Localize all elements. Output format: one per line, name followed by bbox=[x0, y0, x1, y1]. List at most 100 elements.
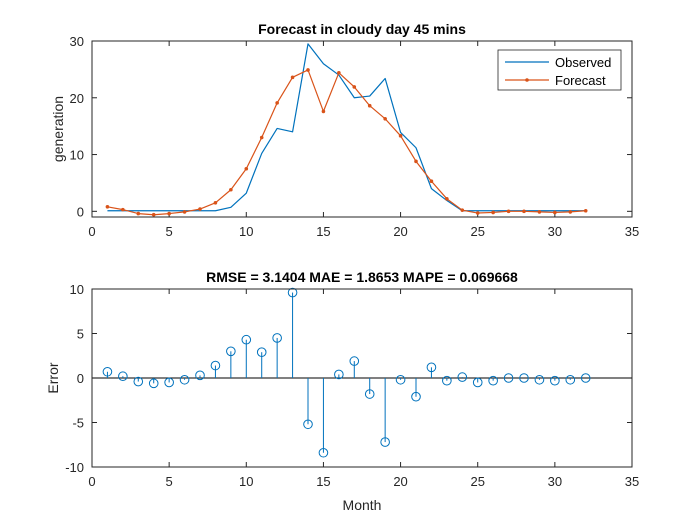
y-tick-label: 0 bbox=[77, 371, 84, 386]
x-tick-label: 25 bbox=[470, 474, 484, 489]
data-point-forecast bbox=[475, 211, 480, 215]
stem-marker bbox=[380, 437, 390, 447]
data-series bbox=[105, 43, 588, 217]
legend-label-observed: Observed bbox=[555, 55, 611, 70]
y-tick-label: -5 bbox=[72, 416, 84, 431]
x-tick-label: 10 bbox=[239, 224, 253, 239]
stem-marker bbox=[534, 374, 545, 385]
stem-marker bbox=[133, 376, 144, 387]
x-tick-label: 5 bbox=[166, 224, 173, 239]
data-point-forecast bbox=[383, 116, 387, 121]
y-axis-label: generation bbox=[50, 96, 66, 162]
x-tick-label: 0 bbox=[88, 474, 95, 489]
legend-box bbox=[497, 49, 622, 91]
x-tick-label: 5 bbox=[166, 474, 173, 489]
data-point-forecast bbox=[583, 208, 588, 213]
data-point-forecast bbox=[213, 201, 218, 205]
stem-marker bbox=[148, 378, 159, 389]
stem-marker bbox=[318, 447, 329, 458]
stem-marker bbox=[442, 375, 452, 386]
tick-labels: 0 5 10 15 20 25 30 35 0 10 20 30 bbox=[70, 34, 640, 239]
stem-marker bbox=[503, 373, 514, 383]
stem-marker bbox=[411, 391, 421, 402]
x-tick-label: 15 bbox=[316, 474, 330, 489]
data-point-forecast bbox=[167, 211, 171, 216]
stem-marker bbox=[457, 372, 468, 382]
stem-marker bbox=[426, 362, 437, 373]
stem-marker bbox=[241, 334, 252, 345]
x-tick-label: 0 bbox=[88, 224, 95, 239]
data-point-forecast bbox=[275, 101, 279, 105]
stem-marker bbox=[472, 377, 483, 388]
data-point-forecast bbox=[445, 197, 449, 201]
data-point-forecast bbox=[398, 134, 403, 138]
data-point-forecast bbox=[151, 212, 156, 217]
stem-marker bbox=[488, 375, 498, 386]
legend: Observed Forecast bbox=[497, 49, 622, 91]
forecast-line-chart: 0 5 10 15 20 25 30 35 0 10 20 30 Forecast in cloudy… bbox=[50, 21, 639, 239]
x-tick-label: 35 bbox=[625, 474, 639, 489]
data-point-forecast bbox=[367, 103, 372, 108]
data-point-forecast bbox=[568, 210, 573, 214]
data-point-forecast bbox=[491, 210, 495, 215]
data-point-forecast bbox=[506, 209, 511, 214]
stem-marker bbox=[334, 369, 344, 380]
y-tick-label: 0 bbox=[77, 204, 84, 219]
plot-frame bbox=[91, 40, 633, 218]
stem-marker bbox=[272, 333, 282, 343]
data-point-forecast bbox=[321, 109, 326, 114]
y-axis-label: Error bbox=[45, 362, 61, 393]
data-point-forecast bbox=[537, 210, 542, 214]
stem-marker bbox=[364, 389, 375, 399]
legend-marker-forecast bbox=[525, 78, 529, 82]
x-axis-label: Month bbox=[343, 497, 382, 513]
data-point-forecast bbox=[460, 208, 465, 212]
chart-title: Forecast in cloudy day 45 mins bbox=[258, 21, 466, 37]
x-tick-label: 15 bbox=[316, 224, 330, 239]
data-series bbox=[92, 287, 632, 458]
y-tick-label: 30 bbox=[70, 34, 84, 49]
stem-marker bbox=[195, 370, 205, 381]
chart-title: RMSE = 3.1404 MAE = 1.8653 MAPE = 0.0696… bbox=[206, 269, 518, 285]
x-tick-label: 10 bbox=[239, 474, 253, 489]
x-tick-label: 20 bbox=[393, 224, 407, 239]
data-point-forecast bbox=[290, 75, 295, 80]
legend-label-forecast: Forecast bbox=[555, 73, 606, 88]
data-point-forecast bbox=[198, 207, 202, 211]
stem-marker bbox=[565, 374, 576, 385]
x-tick-label: 30 bbox=[548, 224, 562, 239]
stem-marker bbox=[349, 356, 360, 366]
data-point-forecast bbox=[553, 210, 557, 215]
error-stem-chart: 0 5 10 15 20 25 30 35 -10 -5 0 5 10 RMSE = 3.1404 MA… bbox=[45, 269, 639, 513]
plot-frame bbox=[91, 288, 633, 468]
data-point-forecast bbox=[229, 187, 233, 192]
x-tick-label: 25 bbox=[470, 224, 484, 239]
data-point-forecast bbox=[429, 179, 434, 184]
stem-marker bbox=[179, 374, 190, 385]
stem-marker bbox=[164, 377, 174, 388]
stem-marker bbox=[303, 419, 313, 430]
data-point-forecast bbox=[414, 159, 418, 164]
stem-marker bbox=[256, 347, 267, 357]
stem-marker bbox=[580, 373, 591, 383]
series-line-forecast bbox=[107, 69, 586, 216]
y-tick-label: -10 bbox=[65, 460, 84, 475]
stem-marker bbox=[102, 366, 113, 377]
stem-marker bbox=[287, 287, 298, 298]
y-tick-label: 10 bbox=[70, 282, 84, 297]
series-line-observed bbox=[107, 43, 586, 212]
data-point-forecast bbox=[244, 166, 249, 171]
y-tick-label: 10 bbox=[70, 148, 84, 163]
stem-marker bbox=[519, 373, 529, 383]
x-tick-label: 20 bbox=[393, 474, 407, 489]
stem-marker bbox=[395, 374, 406, 385]
stem-marker bbox=[226, 346, 236, 357]
data-point-forecast bbox=[182, 210, 187, 214]
x-tick-label: 35 bbox=[625, 224, 639, 239]
y-tick-label: 20 bbox=[70, 91, 84, 106]
data-point-forecast bbox=[105, 204, 110, 209]
x-tick-label: 30 bbox=[548, 474, 562, 489]
data-point-forecast bbox=[337, 70, 341, 75]
data-point-forecast bbox=[136, 211, 141, 216]
tick-labels: 0 5 10 15 20 25 30 35 -10 -5 0 5 10 bbox=[65, 282, 639, 489]
